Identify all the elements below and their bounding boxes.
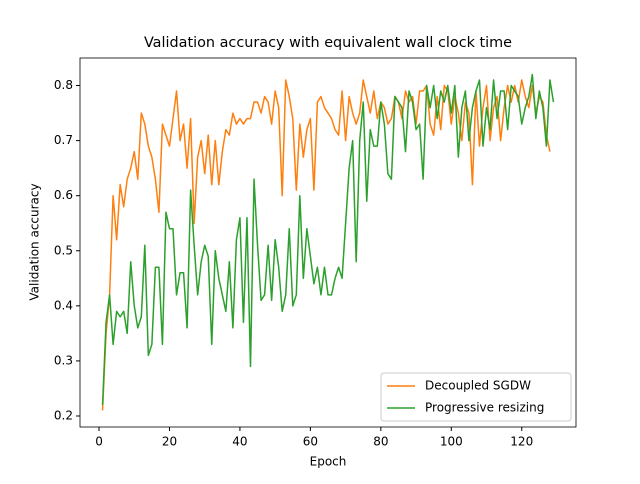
x-tick-label: 0 [95, 435, 103, 449]
x-tick-label: 20 [162, 435, 177, 449]
x-tick-label: 100 [440, 435, 463, 449]
legend-label: Decoupled SGDW [425, 379, 531, 393]
x-tick-label: 120 [510, 435, 533, 449]
y-tick-label: 0.3 [54, 353, 73, 367]
axes-frame [79, 57, 577, 428]
legend-label: Progressive resizing [425, 401, 544, 415]
x-tick-label: 40 [232, 435, 247, 449]
legend-box [380, 372, 572, 422]
x-tick-label: 60 [303, 435, 318, 449]
x-tick-label: 80 [373, 435, 388, 449]
y-axis-label: Validation accuracy [28, 183, 42, 300]
line-series [101, 73, 555, 406]
y-tick-label: 0.8 [54, 78, 73, 92]
y-tick-label: 0.6 [54, 188, 73, 202]
y-tick-label: 0.5 [54, 243, 73, 257]
line-series [101, 79, 551, 411]
y-tick-label: 0.7 [54, 133, 73, 147]
chart-title: Validation accuracy with equivalent wall… [144, 35, 512, 51]
y-tick-label: 0.4 [54, 298, 73, 312]
x-axis-label: Epoch [310, 455, 347, 469]
y-tick-label: 0.2 [54, 408, 73, 422]
